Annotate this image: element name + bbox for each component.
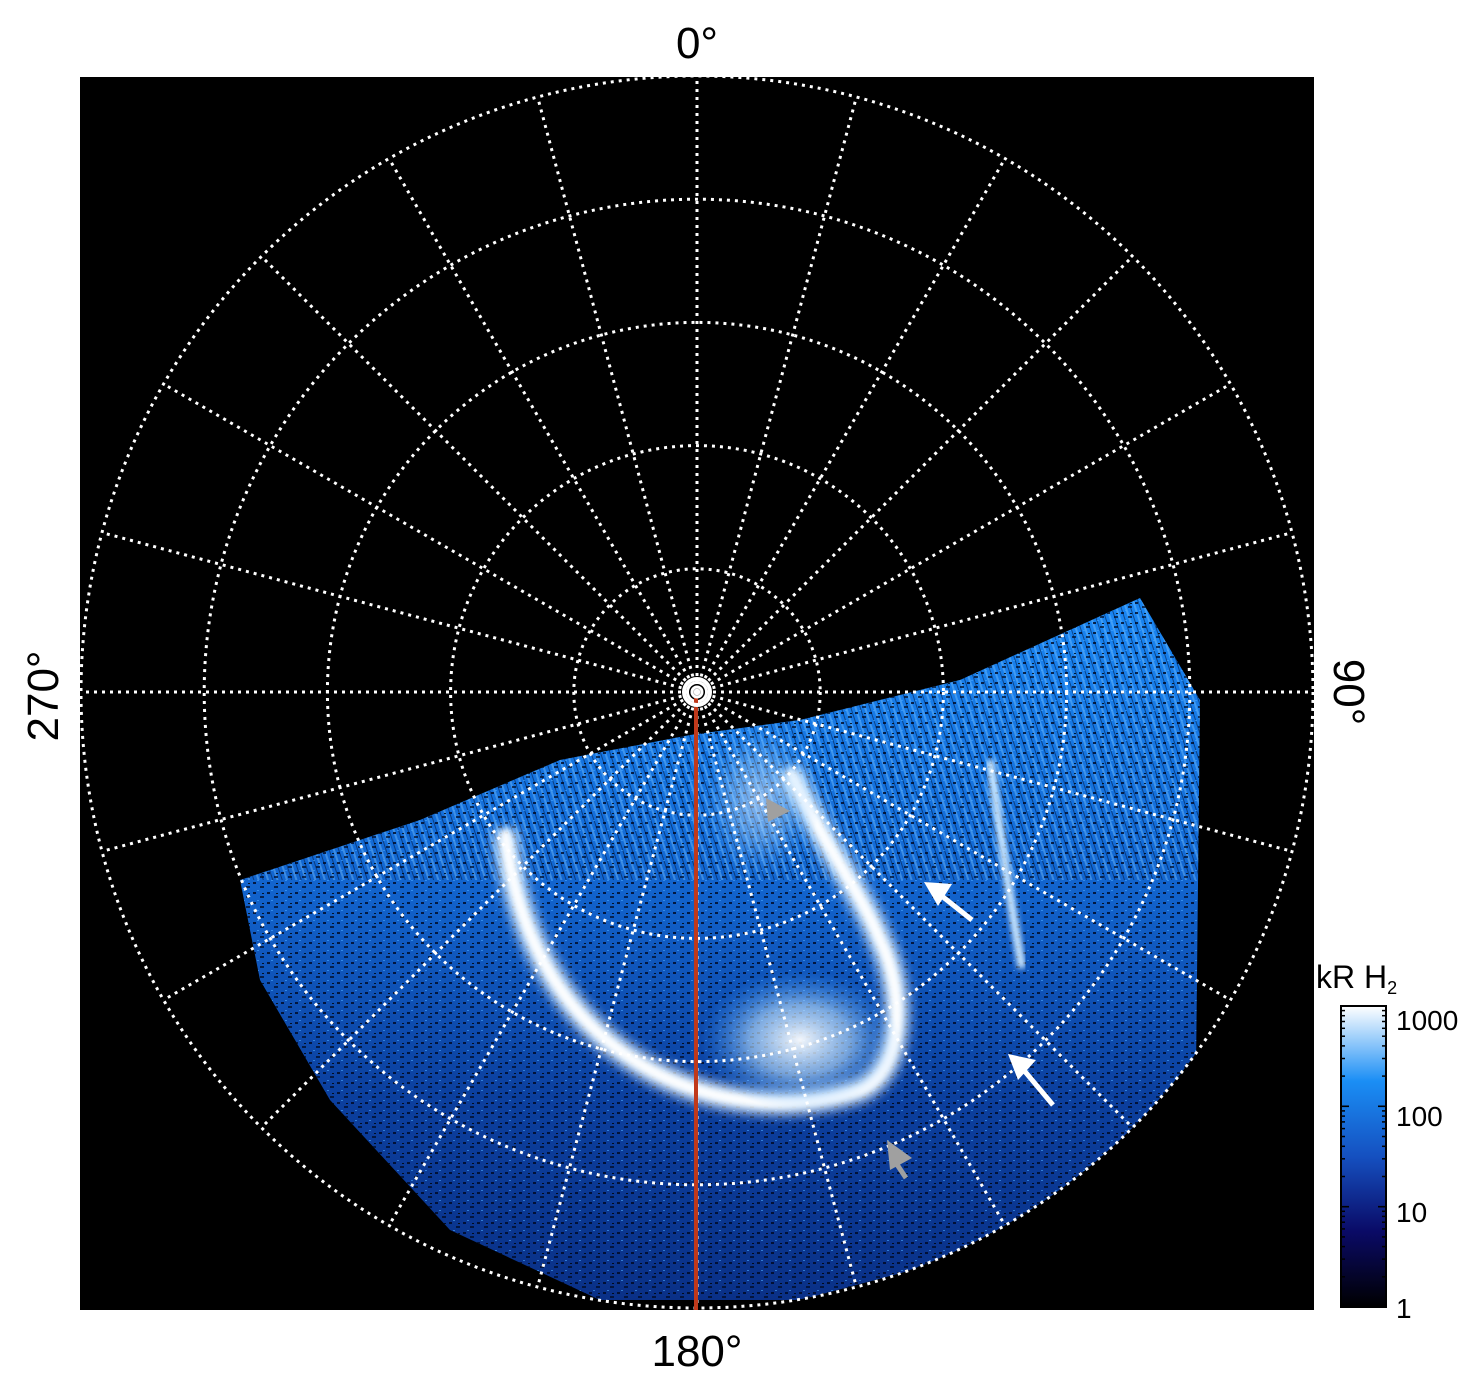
white-arrow-lower bbox=[1008, 1054, 1055, 1107]
grid-spoke bbox=[536, 96, 699, 693]
colorbar-tick-label-1: 1 bbox=[1396, 1293, 1412, 1324]
grid-spoke bbox=[695, 157, 1007, 693]
grid-spoke bbox=[101, 531, 698, 694]
grid-spoke bbox=[162, 382, 698, 694]
grid-spoke bbox=[696, 690, 1232, 1002]
grid-spoke bbox=[695, 690, 1134, 1129]
grid-spoke bbox=[696, 531, 1293, 694]
colorbar-tick-label-10: 10 bbox=[1396, 1197, 1427, 1228]
grid-spoke bbox=[695, 96, 858, 693]
white-arrow-middle bbox=[924, 882, 974, 922]
colorbar-tick-label-100: 100 bbox=[1396, 1101, 1443, 1132]
pole-marker-outer bbox=[682, 677, 712, 707]
grid-spoke bbox=[536, 691, 699, 1288]
grid-ring bbox=[202, 197, 1192, 1187]
grid-spoke bbox=[696, 382, 1232, 694]
colorbar-title: kR H2 bbox=[1316, 959, 1397, 998]
pole-marker-inner bbox=[690, 685, 704, 699]
grid-spoke bbox=[162, 690, 698, 1002]
colorbar-title-subscript: 2 bbox=[1387, 978, 1397, 998]
grid-ring bbox=[80, 77, 1314, 1310]
grid-spoke bbox=[387, 691, 699, 1227]
grid-spoke bbox=[260, 690, 699, 1129]
grid-spoke bbox=[260, 255, 699, 694]
label-180-deg: 180° bbox=[651, 1327, 742, 1376]
label-270-deg: 270° bbox=[19, 650, 68, 741]
label-90-deg: 90° bbox=[1324, 659, 1373, 726]
grid-spoke bbox=[387, 157, 699, 693]
grid-spoke bbox=[696, 690, 1293, 853]
label-0-deg: 0° bbox=[676, 19, 718, 68]
colorbar-gradient bbox=[1340, 1005, 1387, 1308]
colorbar-ticks bbox=[1341, 1005, 1386, 1308]
colorbar: kR H2 1000 100 10 1 bbox=[1316, 959, 1458, 1324]
bright-emission-patch bbox=[700, 970, 900, 1110]
grid-spoke bbox=[695, 691, 1007, 1227]
gray-arrow-lower bbox=[887, 1140, 912, 1180]
gray-arrow-upper bbox=[766, 798, 790, 822]
grid-spoke bbox=[695, 691, 858, 1288]
grid-spoke bbox=[101, 690, 698, 853]
grid-spoke bbox=[695, 255, 1134, 694]
secondary-arc bbox=[986, 759, 1026, 969]
colorbar-tick-label-1000: 1000 bbox=[1396, 1005, 1458, 1036]
annotation-arrows bbox=[766, 798, 1055, 1180]
